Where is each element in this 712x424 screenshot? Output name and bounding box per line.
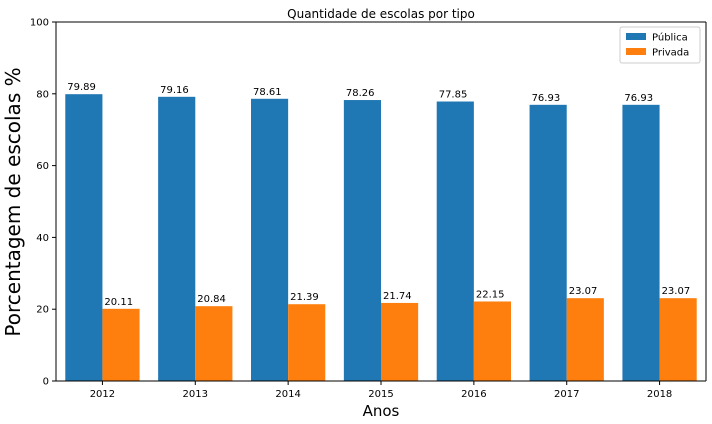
- bar-pblica-2017: [529, 104, 567, 382]
- plot-area: 79.89 79.16 78.61 78.26 77.85 76.93 76.93 20.11…: [30, 18, 707, 400]
- legend-swatch-pblica: [626, 33, 646, 40]
- data-label: 21.74: [383, 291, 412, 302]
- x-tick-label: 2018: [647, 389, 672, 400]
- y-tick-label: 40: [36, 233, 49, 244]
- y-axis-label: Porcentagem de escolas %: [1, 67, 25, 336]
- y-tick-label: 100: [30, 18, 49, 29]
- bar-pblica-2014: [251, 98, 289, 381]
- y-tick-label: 80: [36, 89, 49, 100]
- x-tick-label: 2017: [554, 389, 579, 400]
- data-label: 79.16: [160, 85, 189, 96]
- legend-swatch-privada: [626, 48, 646, 55]
- bar-privada-2013: [195, 306, 233, 381]
- bar-pblica-2013: [158, 96, 196, 381]
- x-tick-label: 2013: [183, 389, 208, 400]
- legend-label: Privada: [652, 48, 689, 59]
- data-label: 78.61: [253, 87, 282, 98]
- bar-privada-2017: [566, 298, 604, 381]
- x-tick-label: 2012: [90, 389, 115, 400]
- data-label: 20.84: [197, 294, 226, 305]
- y-tick-label: 20: [36, 305, 49, 316]
- bar-pblica-2016: [436, 101, 474, 382]
- y-tick-label: 0: [43, 377, 49, 388]
- data-label: 21.39: [290, 292, 319, 303]
- legend-label: Pública: [652, 32, 688, 44]
- chart-title: Quantidade de escolas por tipo: [287, 7, 475, 21]
- bar-pblica-2012: [65, 94, 103, 382]
- data-label: 77.85: [439, 90, 468, 101]
- y-tick-label: 60: [36, 161, 49, 172]
- bar-pblica-2018: [622, 104, 660, 382]
- bar-pblica-2015: [343, 100, 381, 381]
- bar-privada-2018: [659, 298, 697, 381]
- legend: Pública Privada: [619, 26, 701, 64]
- bar-privada-2012: [102, 308, 140, 381]
- x-tick-label: 2014: [275, 389, 300, 400]
- bar-privada-2015: [381, 302, 419, 381]
- data-label: 76.93: [624, 93, 653, 104]
- data-label: 79.89: [67, 82, 96, 93]
- x-axis-label: Anos: [363, 402, 400, 420]
- x-tick-label: 2015: [368, 389, 393, 400]
- data-label: 23.07: [569, 286, 598, 297]
- bar-privada-2016: [473, 301, 511, 381]
- data-label: 23.07: [662, 286, 691, 297]
- data-label: 22.15: [476, 289, 505, 300]
- data-label: 20.11: [104, 297, 133, 308]
- bar-privada-2014: [288, 304, 326, 381]
- x-tick-label: 2016: [461, 389, 486, 400]
- data-label: 78.26: [346, 88, 375, 99]
- data-label: 76.93: [532, 93, 561, 104]
